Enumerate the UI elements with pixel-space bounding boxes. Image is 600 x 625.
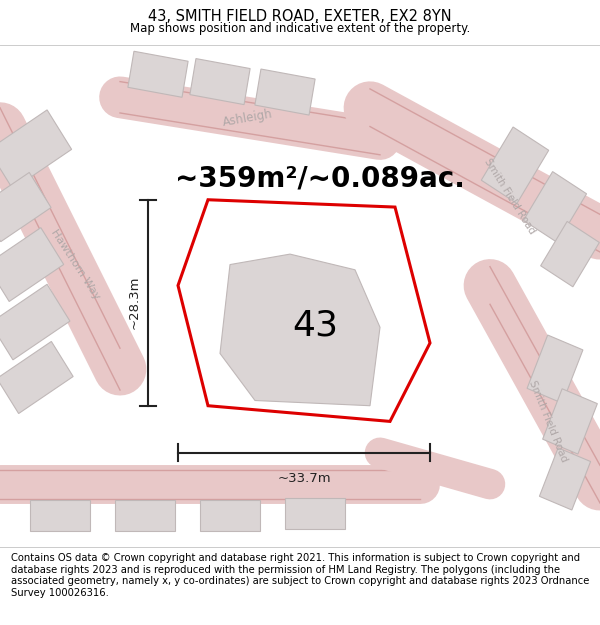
Bar <box>0 284 70 360</box>
Bar <box>200 500 260 531</box>
Bar <box>285 498 345 529</box>
Bar <box>0 110 71 189</box>
Text: ~33.7m: ~33.7m <box>277 472 331 484</box>
Bar <box>190 59 250 104</box>
Text: 43: 43 <box>292 308 338 342</box>
Text: Smith Field Road: Smith Field Road <box>527 379 569 464</box>
Bar <box>542 389 598 454</box>
Text: Map shows position and indicative extent of the property.: Map shows position and indicative extent… <box>130 22 470 35</box>
Bar <box>0 228 64 301</box>
Bar <box>255 69 315 115</box>
Polygon shape <box>220 254 380 406</box>
Bar <box>527 335 583 403</box>
Bar <box>523 172 587 242</box>
Bar <box>539 448 590 510</box>
Text: Ashleigh: Ashleigh <box>222 107 274 129</box>
Bar <box>0 173 51 242</box>
Bar <box>541 221 599 287</box>
Polygon shape <box>178 200 430 421</box>
Text: ~359m²/~0.089ac.: ~359m²/~0.089ac. <box>175 165 465 193</box>
Bar <box>115 500 175 531</box>
Bar <box>128 51 188 98</box>
Bar <box>481 127 549 204</box>
Text: Contains OS data © Crown copyright and database right 2021. This information is : Contains OS data © Crown copyright and d… <box>11 553 589 598</box>
Text: Hawthorn Way: Hawthorn Way <box>49 228 101 301</box>
Bar <box>30 500 90 531</box>
Text: ~28.3m: ~28.3m <box>128 276 140 329</box>
Text: 43, SMITH FIELD ROAD, EXETER, EX2 8YN: 43, SMITH FIELD ROAD, EXETER, EX2 8YN <box>148 9 452 24</box>
Bar <box>0 341 73 414</box>
Text: Smith Field Road: Smith Field Road <box>482 157 538 236</box>
